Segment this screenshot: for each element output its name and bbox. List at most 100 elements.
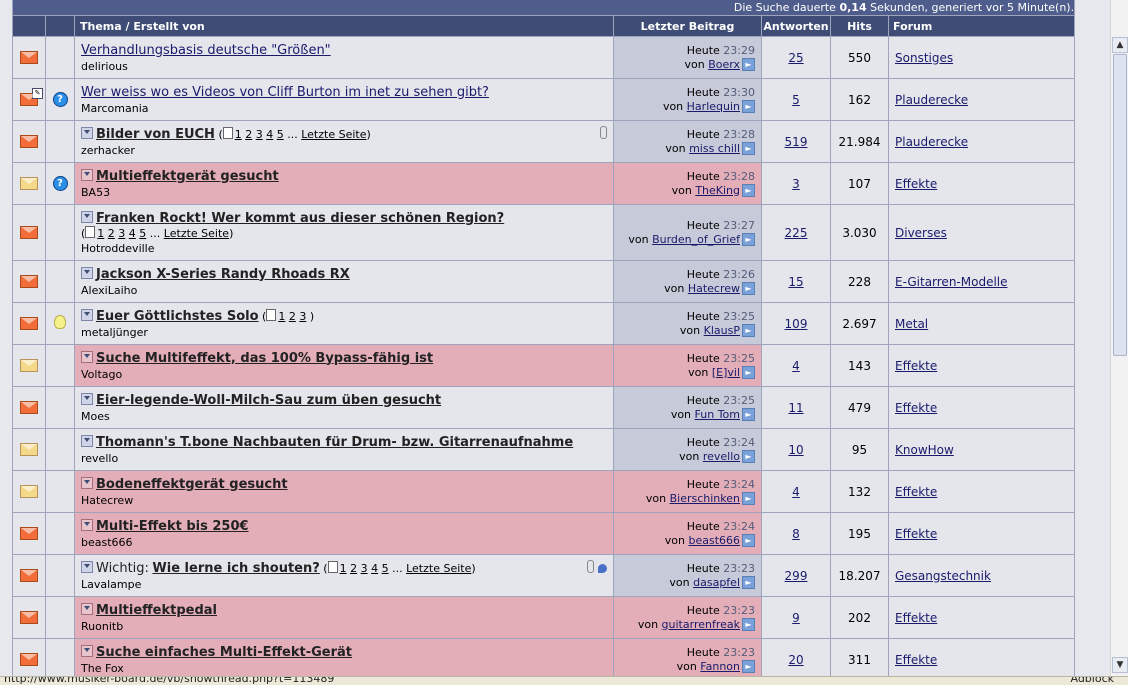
replies-link[interactable]: 225 — [784, 225, 808, 240]
thread-author[interactable]: Lavalampe — [81, 577, 142, 591]
page-link[interactable]: 5 — [381, 561, 389, 575]
replies-link[interactable]: 4 — [792, 358, 800, 373]
replies-link[interactable]: 109 — [784, 316, 808, 331]
thread-title-link[interactable]: Wie lerne ich shouten? — [152, 560, 320, 576]
go-to-first-unread-icon[interactable] — [81, 210, 93, 223]
last-post-user[interactable]: TheKing — [695, 183, 740, 197]
page-link[interactable]: 4 — [128, 226, 136, 240]
thread-title-link[interactable]: Bilder von EUCH — [96, 126, 215, 142]
page-link[interactable]: 3 — [299, 309, 307, 323]
go-to-last-post-icon[interactable]: ► — [742, 58, 755, 71]
page-link[interactable]: 1 — [278, 309, 286, 323]
header-last-post[interactable]: Letzter Beitrag — [613, 15, 762, 37]
new-posts-icon[interactable] — [20, 226, 38, 240]
forum-link[interactable]: KnowHow — [895, 442, 954, 457]
page-link[interactable]: 4 — [371, 561, 379, 575]
new-posts-icon[interactable] — [20, 401, 38, 415]
page-link[interactable]: 2 — [288, 309, 296, 323]
last-post-user[interactable]: Burden_of_Grief — [652, 232, 740, 246]
thread-title-link[interactable]: Suche einfaches Multi-Effekt-Gerät — [96, 644, 353, 660]
replies-link[interactable]: 15 — [788, 274, 804, 289]
go-to-first-unread-icon[interactable] — [81, 602, 93, 615]
page-link[interactable]: 1 — [234, 127, 242, 141]
last-page-link[interactable]: Letzte Seite — [301, 127, 367, 141]
new-posts-icon[interactable] — [20, 653, 38, 667]
go-to-first-unread-icon[interactable] — [81, 476, 93, 489]
new-posts-icon[interactable]: ✎ — [20, 88, 43, 107]
thread-title-link[interactable]: Multieffektgerät gesucht — [96, 168, 279, 184]
last-page-link[interactable]: Letzte Seite — [163, 226, 230, 240]
go-to-first-unread-icon[interactable] — [81, 126, 93, 139]
forum-link[interactable]: Plauderecke — [895, 134, 969, 149]
page-link[interactable]: 1 — [97, 226, 105, 240]
thread-author[interactable]: BA53 — [81, 185, 111, 199]
go-to-last-post-icon[interactable]: ► — [742, 282, 755, 295]
page-link[interactable]: 5 — [276, 127, 284, 141]
thread-title-link[interactable]: Multieffektpedal — [96, 602, 217, 618]
go-to-first-unread-icon[interactable] — [81, 560, 93, 573]
thread-author[interactable]: Ruonitb — [81, 619, 124, 633]
forum-link[interactable]: Sonstiges — [895, 50, 954, 65]
last-post-user[interactable]: Fannon — [700, 659, 740, 673]
go-to-first-unread-icon[interactable] — [81, 434, 93, 447]
thread-title-link[interactable]: Suche Multifeffekt, das 100% Bypass-fähi… — [96, 350, 434, 366]
replies-link[interactable]: 9 — [792, 610, 800, 625]
forum-link[interactable]: Effekte — [895, 400, 938, 415]
thread-author[interactable]: The Fox — [81, 661, 124, 675]
last-post-user[interactable]: dasapfel — [693, 575, 740, 589]
last-post-user[interactable]: guitarrenfreak — [661, 617, 740, 631]
last-post-user[interactable]: revello — [702, 449, 740, 463]
go-to-last-post-icon[interactable]: ► — [742, 408, 755, 421]
thread-title-link[interactable]: Jackson X-Series Randy Rhoads RX — [96, 266, 350, 282]
replies-link[interactable]: 299 — [784, 568, 808, 583]
scroll-down-arrow-icon[interactable]: ▼ — [1112, 657, 1128, 673]
go-to-last-post-icon[interactable]: ► — [742, 184, 755, 197]
header-replies[interactable]: Antworten — [761, 15, 831, 37]
forum-link[interactable]: Plauderecke — [895, 92, 969, 107]
adblock-status[interactable]: Adblock — [1070, 676, 1114, 685]
forum-link[interactable]: E-Gitarren-Modelle — [895, 274, 1008, 289]
new-posts-icon[interactable] — [20, 611, 38, 625]
go-to-last-post-icon[interactable]: ► — [742, 534, 755, 547]
thread-title-link[interactable]: Euer Göttlichstes Solo — [96, 308, 259, 324]
forum-link[interactable]: Effekte — [895, 610, 938, 625]
last-page-link[interactable]: Letzte Seite — [406, 561, 472, 575]
last-post-user[interactable]: [E]vil — [711, 365, 740, 379]
last-post-user[interactable]: KlausP — [703, 323, 740, 337]
go-to-first-unread-icon[interactable] — [81, 392, 93, 405]
thread-title-link[interactable]: Bodeneffektgerät gesucht — [96, 476, 288, 492]
go-to-last-post-icon[interactable]: ► — [742, 233, 755, 246]
thread-author[interactable]: Moes — [81, 409, 110, 423]
go-to-first-unread-icon[interactable] — [81, 644, 93, 657]
thread-title-link[interactable]: Verhandlungsbasis deutsche "Größen" — [81, 42, 331, 58]
page-link[interactable]: 3 — [255, 127, 263, 141]
new-posts-icon[interactable] — [20, 135, 38, 149]
go-to-last-post-icon[interactable]: ► — [742, 324, 755, 337]
new-posts-icon[interactable] — [20, 569, 38, 583]
go-to-last-post-icon[interactable]: ► — [742, 366, 755, 379]
forum-link[interactable]: Metal — [895, 316, 929, 331]
header-hits[interactable]: Hits — [830, 15, 889, 37]
replies-link[interactable]: 4 — [792, 484, 800, 499]
vertical-scrollbar[interactable]: ▲ ▼ — [1110, 0, 1128, 676]
last-post-user[interactable]: miss chill — [689, 141, 740, 155]
page-link[interactable]: 3 — [360, 561, 368, 575]
scroll-up-arrow-icon[interactable]: ▲ — [1112, 37, 1128, 53]
scrollbar-thumb[interactable] — [1113, 54, 1127, 356]
read-thread-icon[interactable] — [20, 359, 38, 373]
page-link[interactable]: 2 — [107, 226, 115, 240]
thread-author[interactable]: delirious — [81, 59, 128, 73]
last-post-user[interactable]: beast666 — [688, 533, 740, 547]
new-posts-icon[interactable] — [20, 527, 38, 541]
go-to-first-unread-icon[interactable] — [81, 266, 93, 279]
new-posts-icon[interactable] — [20, 317, 38, 331]
go-to-first-unread-icon[interactable] — [81, 308, 93, 321]
thread-title-link[interactable]: Thomann's T.bone Nachbauten für Drum- bz… — [96, 434, 574, 450]
page-link[interactable]: 4 — [266, 127, 274, 141]
go-to-last-post-icon[interactable]: ► — [742, 100, 755, 113]
thread-author[interactable]: AlexiLaiho — [81, 283, 138, 297]
thread-title-link[interactable]: Wer weiss wo es Videos von Cliff Burton … — [81, 84, 489, 100]
go-to-last-post-icon[interactable]: ► — [742, 660, 755, 673]
thread-author[interactable]: metaljünger — [81, 325, 148, 339]
forum-link[interactable]: Effekte — [895, 652, 938, 667]
